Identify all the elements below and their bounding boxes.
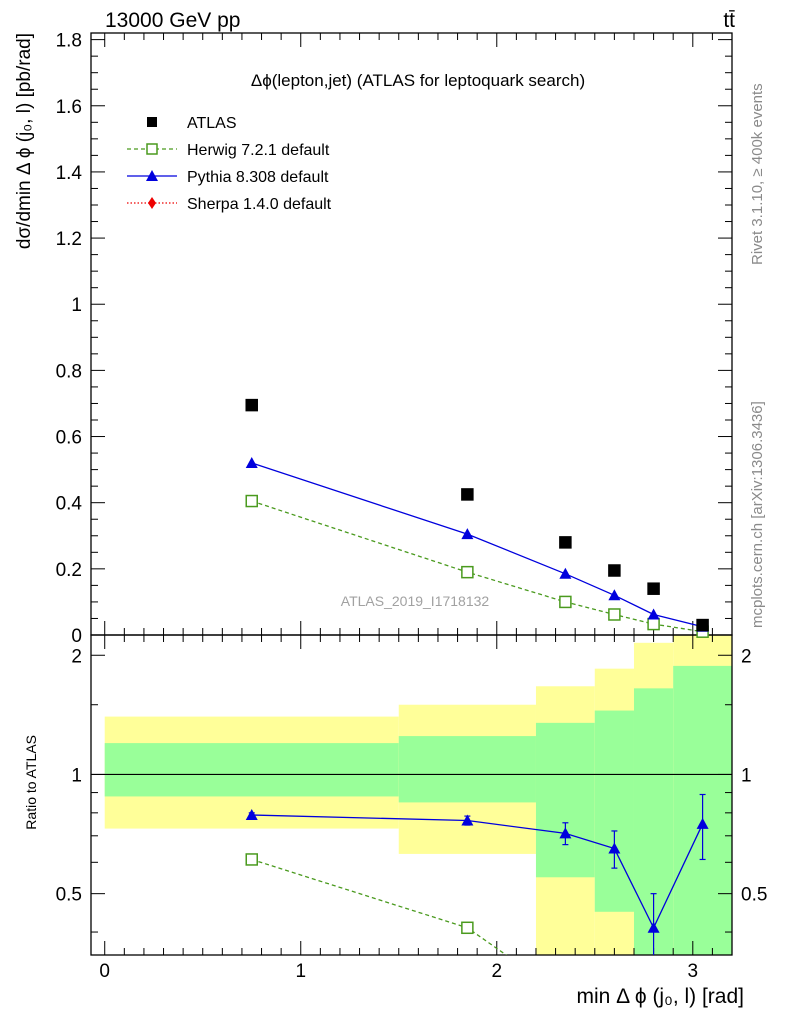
ratio-pythia-point	[608, 842, 621, 854]
axis-tick-labels: 0 1 2 3 0 0.2 0.4 0.6 0.8 1 1.2 1.4 1.6 1.8 0.5 0.5 1 1 2 2	[56, 31, 768, 982]
ratio-y-tick-label-right: 2	[741, 646, 752, 667]
pythia-point	[647, 608, 660, 620]
header-process-label: tt̄	[723, 9, 735, 32]
pythia-line	[251, 462, 703, 628]
legend-herwig-marker	[146, 143, 158, 155]
ratio-y-axis-label: Ratio to ATLAS	[23, 735, 39, 830]
ratio-series	[245, 793, 709, 955]
ratio-y-tick-label-left: 2	[71, 646, 82, 667]
x-axis-label: min Δ ϕ (j₀, l) [rad]	[576, 985, 744, 1008]
analysis-watermark: ATLAS_2019_I1718132	[341, 593, 490, 609]
ratio-pythia-point	[461, 814, 474, 826]
band-inner	[594, 710, 634, 912]
atlas-point	[608, 564, 621, 577]
legend-herwig-label: Herwig 7.2.1 default	[187, 142, 330, 159]
y-tick-label: 0	[71, 626, 82, 647]
atlas-point	[245, 398, 258, 412]
ratio-pythia-point	[559, 827, 572, 839]
band-inner	[104, 743, 399, 797]
legend-sherpa-label: Sherpa 1.4.0 default	[187, 196, 332, 213]
ratio-y-tick-label-right: 0.5	[741, 885, 767, 906]
pythia-point	[559, 567, 572, 579]
legend-pythia-label: Pythia 8.308 default	[187, 169, 329, 186]
rivet-version-label: Rivet 3.1.10, ≥ 400k events	[749, 83, 766, 265]
y-tick-label: 1.6	[56, 97, 82, 118]
axis-ticks	[91, 33, 733, 955]
herwig-point	[647, 617, 660, 631]
y-tick-label: 1.8	[56, 31, 82, 52]
y-tick-label: 1	[71, 295, 82, 316]
herwig-point	[608, 608, 621, 621]
ratio-y-tick-label-right: 1	[741, 765, 752, 786]
mcplots-reference-label: mcplots.cern.ch [arXiv:1306.3436]	[749, 401, 766, 628]
herwig-point	[461, 565, 474, 579]
y-tick-label: 1.2	[56, 229, 82, 250]
ratio-y-tick-label-left: 1	[71, 765, 82, 786]
pythia-point	[461, 528, 474, 540]
y-tick-label: 0.8	[56, 361, 82, 382]
x-tick-label: 3	[688, 961, 699, 982]
legend-sherpa-marker	[148, 197, 156, 209]
legend-pythia-marker	[146, 170, 158, 181]
band-inner	[398, 736, 536, 803]
x-tick-label: 2	[491, 961, 502, 982]
y-tick-label: 0.6	[56, 428, 82, 449]
x-tick-label: 1	[295, 961, 306, 982]
herwig-point	[559, 595, 572, 609]
atlas-point	[647, 582, 660, 595]
ratio-plot-frame	[90, 634, 733, 956]
herwig-line	[251, 500, 703, 633]
legend: ATLAS Herwig 7.2.1 default Pythia 8.308 …	[127, 115, 332, 213]
atlas-point	[461, 488, 474, 501]
atlas-point	[696, 618, 709, 632]
legend-atlas-marker	[147, 117, 157, 127]
pythia-point	[608, 589, 621, 601]
y-axis-label: dσ/dmin Δ ϕ (j₀, l) [pb/rad]	[14, 33, 35, 249]
band-inner	[535, 722, 595, 878]
ratio-herwig-point	[461, 921, 474, 935]
x-tick-label: 0	[99, 961, 110, 982]
header-energy-label: 13000 GeV pp	[105, 9, 240, 32]
ratio-pythia-line	[251, 814, 704, 930]
ratio-uncertainty-bands	[104, 635, 732, 955]
herwig-point	[245, 494, 258, 508]
atlas-point	[559, 536, 572, 549]
ratio-y-tick-label-left: 0.5	[56, 885, 82, 906]
ratio-pythia-point	[647, 921, 660, 933]
legend-atlas-label: ATLAS	[187, 115, 237, 132]
y-tick-label: 0.4	[56, 494, 83, 515]
ratio-pythia-point	[696, 817, 709, 829]
ratio-herwig-point	[245, 853, 258, 866]
y-tick-label: 1.4	[56, 163, 83, 184]
pythia-point	[245, 457, 258, 468]
plot-title: Δϕ(lepton,jet) (ATLAS for leptoquark sea…	[251, 71, 585, 90]
data-series	[245, 398, 709, 955]
y-tick-label: 0.2	[56, 560, 82, 581]
ratio-pythia-point	[245, 808, 258, 820]
